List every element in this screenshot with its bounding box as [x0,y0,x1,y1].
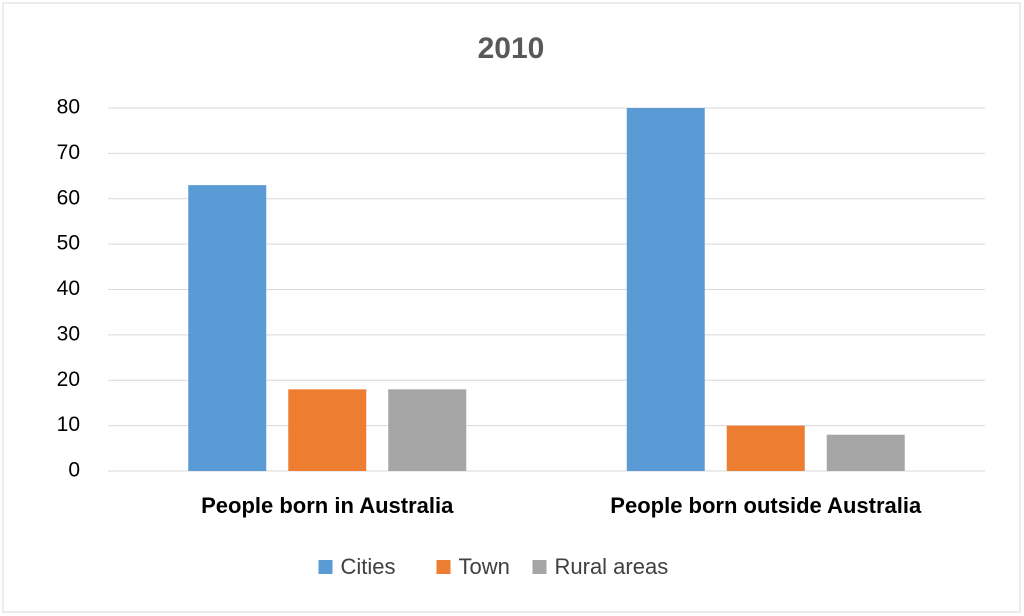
y-tick-label: 50 [57,232,80,255]
legend-label: Cities [341,554,396,579]
x-tick-label: People born in Australia [201,493,454,518]
legend-swatch [318,560,333,574]
legend-swatch [436,560,451,574]
chart-title: 2010 [478,32,545,65]
y-tick-label: 40 [57,277,80,300]
bar [188,185,267,471]
x-tick-label: People born outside Australia [610,493,922,518]
bar [826,434,905,471]
y-tick-label: 20 [57,368,80,391]
bar [726,425,805,471]
bar [288,389,367,471]
y-tick-label: 80 [57,96,80,119]
legend-label: Town [459,554,510,579]
y-tick-label: 60 [57,186,80,209]
bar [388,389,467,471]
y-tick-label: 0 [68,459,80,482]
legend-swatch [532,560,547,574]
y-tick-label: 70 [57,141,80,164]
y-tick-label: 30 [57,322,80,345]
y-tick-label: 10 [57,413,80,436]
bar [626,108,705,471]
legend-label: Rural areas [555,554,669,579]
